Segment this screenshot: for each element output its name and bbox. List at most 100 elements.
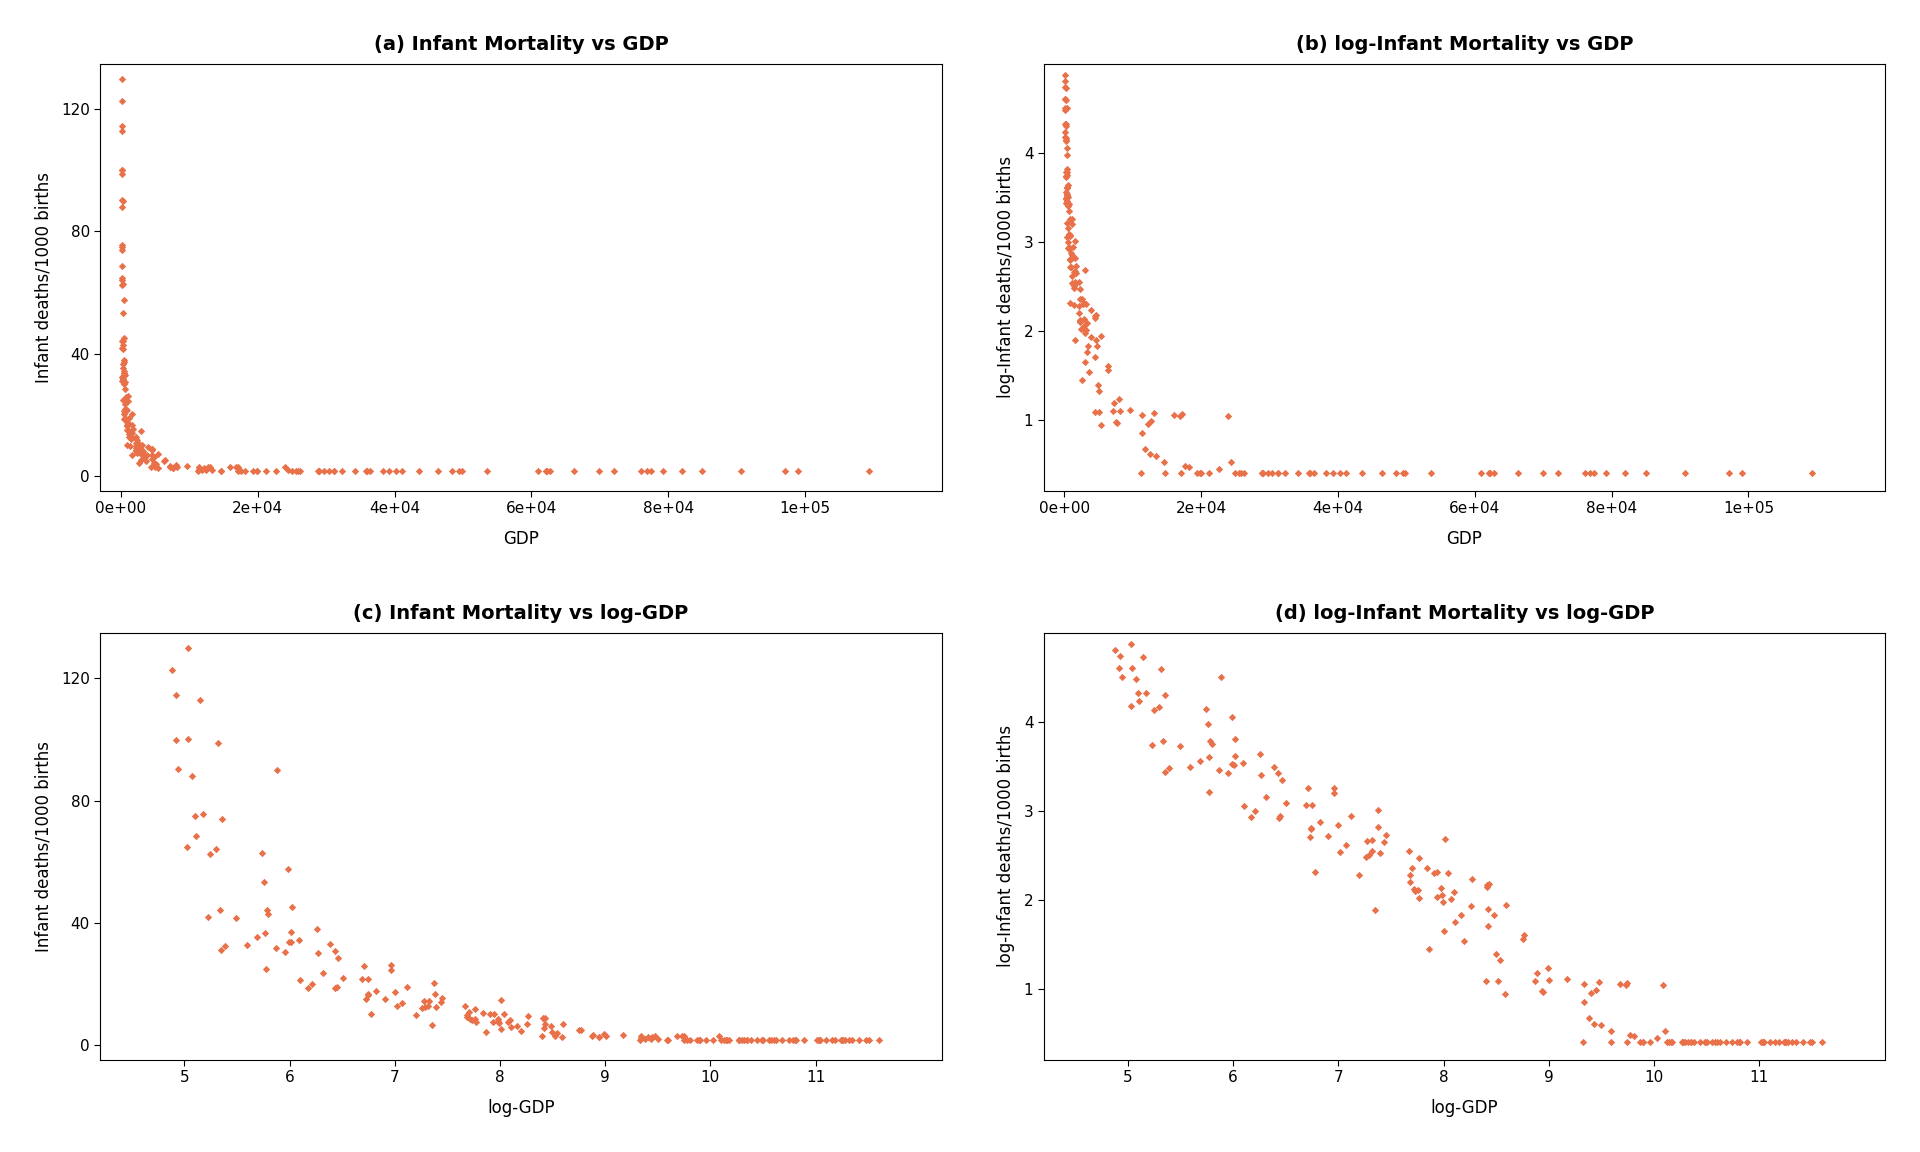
Point — [753, 1031, 783, 1049]
Point — [282, 462, 313, 480]
Point — [1185, 463, 1215, 482]
Point — [1064, 311, 1094, 329]
Point — [1482, 971, 1513, 990]
Point — [328, 969, 359, 987]
Point — [1359, 901, 1390, 919]
Point — [455, 1010, 486, 1029]
Point — [1206, 668, 1236, 687]
Point — [1050, 123, 1081, 142]
Point — [1223, 463, 1254, 482]
Point — [284, 931, 315, 949]
Point — [202, 734, 232, 752]
Point — [1421, 888, 1452, 907]
Point — [348, 970, 378, 988]
Point — [125, 441, 156, 460]
Point — [528, 1009, 559, 1028]
Point — [1690, 1032, 1720, 1051]
Point — [117, 420, 148, 439]
Point — [710, 1031, 741, 1049]
Point — [864, 1031, 895, 1049]
Point — [301, 919, 332, 938]
Point — [1319, 785, 1350, 803]
Point — [138, 447, 169, 465]
Point — [1473, 917, 1503, 935]
Point — [215, 457, 246, 476]
Point — [1507, 930, 1538, 948]
Point — [789, 1031, 820, 1049]
Point — [108, 328, 138, 347]
Point — [1050, 145, 1081, 164]
Point — [1236, 809, 1267, 827]
Point — [1127, 647, 1158, 666]
Point — [513, 1007, 543, 1025]
Y-axis label: Infant deaths/1000 births: Infant deaths/1000 births — [35, 172, 52, 382]
Point — [749, 1031, 780, 1049]
Point — [1492, 896, 1523, 915]
Point — [1085, 382, 1116, 401]
Point — [1079, 306, 1110, 325]
Point — [1807, 1032, 1837, 1051]
Point — [1050, 189, 1081, 207]
Point — [386, 994, 417, 1013]
Point — [1705, 1032, 1736, 1051]
Point — [732, 1031, 762, 1049]
Point — [826, 1031, 856, 1049]
Point — [136, 440, 167, 458]
Point — [766, 1031, 797, 1049]
Point — [1348, 463, 1379, 482]
Point — [1058, 279, 1089, 297]
Point — [1271, 794, 1302, 812]
Point — [209, 937, 240, 955]
Point — [173, 730, 204, 749]
Point — [1404, 880, 1434, 899]
Point — [732, 1031, 762, 1049]
Point — [351, 990, 382, 1008]
Point — [142, 458, 173, 477]
Point — [1797, 1032, 1828, 1051]
Point — [1523, 963, 1553, 982]
Point — [108, 192, 138, 211]
Point — [1165, 404, 1196, 423]
Point — [1501, 463, 1532, 482]
Point — [156, 661, 186, 680]
Point — [111, 401, 142, 419]
Point — [1050, 77, 1081, 96]
Point — [495, 1018, 526, 1037]
Point — [284, 971, 315, 990]
Point — [1747, 1032, 1778, 1051]
Point — [1098, 402, 1129, 420]
Point — [1768, 1032, 1799, 1051]
Point — [1069, 260, 1100, 279]
Point — [108, 275, 138, 294]
Point — [1244, 745, 1275, 764]
Point — [1670, 1032, 1701, 1051]
Point — [1075, 301, 1106, 319]
Point — [205, 462, 236, 480]
Point — [778, 1031, 808, 1049]
Point — [1367, 463, 1398, 482]
Point — [1404, 889, 1434, 908]
Point — [111, 412, 142, 431]
Point — [624, 1031, 655, 1049]
Point — [1749, 1032, 1780, 1051]
Point — [108, 237, 138, 256]
Point — [319, 942, 349, 961]
Point — [177, 766, 207, 785]
Point — [1079, 309, 1110, 327]
X-axis label: log-GDP: log-GDP — [488, 1099, 555, 1117]
Point — [1050, 179, 1081, 197]
Point — [1052, 233, 1083, 251]
Point — [1060, 232, 1091, 250]
Point — [1613, 1032, 1644, 1051]
Point — [221, 457, 252, 476]
Point — [1692, 1032, 1722, 1051]
Point — [132, 446, 163, 464]
Point — [108, 241, 138, 259]
Point — [1050, 214, 1081, 233]
Point — [461, 1013, 492, 1031]
Point — [547, 1028, 578, 1046]
Point — [564, 1021, 595, 1039]
Point — [1473, 876, 1503, 894]
Point — [129, 442, 159, 461]
Point — [1050, 128, 1081, 146]
